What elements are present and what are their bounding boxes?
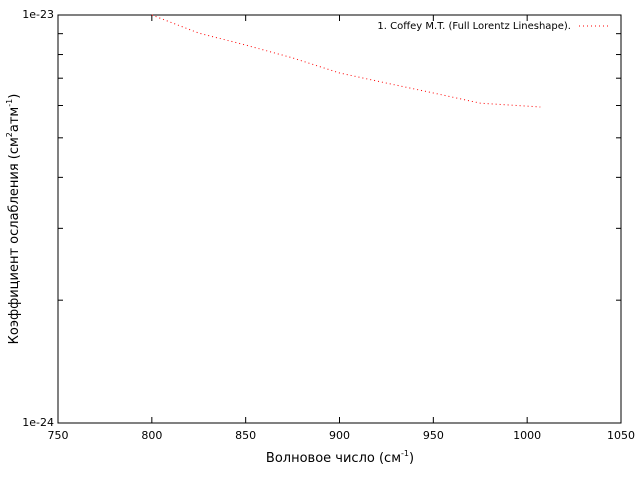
y-tick-label: 1e-24 [22, 416, 54, 429]
data-line [151, 14, 541, 108]
x-tick-label: 800 [141, 429, 162, 442]
x-tick-label: 950 [423, 429, 444, 442]
x-tick-label: 900 [329, 429, 350, 442]
x-label-part: ) [409, 451, 414, 466]
y-tick-label: 1e-23 [22, 8, 54, 21]
x-tick-label: 750 [48, 429, 69, 442]
y-label-part: ) [7, 94, 22, 99]
y-label-sup: -1 [5, 99, 14, 107]
x-tick-label: 850 [235, 429, 256, 442]
plot-frame [57, 14, 622, 424]
y-label-part: Коэффициент ослабления (см [7, 137, 22, 344]
x-tick-label: 1000 [513, 429, 541, 442]
x-label-sup: -1 [401, 449, 409, 458]
y-label-sup: 2 [5, 132, 14, 137]
y-label-part: атм [7, 107, 22, 132]
legend-label: 1. Coffey M.T. (Full Lorentz Lineshape). [377, 21, 571, 32]
y-axis-label: Коэффициент ослабления (см2атм-1) [5, 94, 22, 345]
x-label-part: Волновое число (см [266, 451, 401, 466]
x-axis-label: Волновое число (см-1) [266, 449, 414, 466]
x-tick-label: 1050 [607, 429, 635, 442]
